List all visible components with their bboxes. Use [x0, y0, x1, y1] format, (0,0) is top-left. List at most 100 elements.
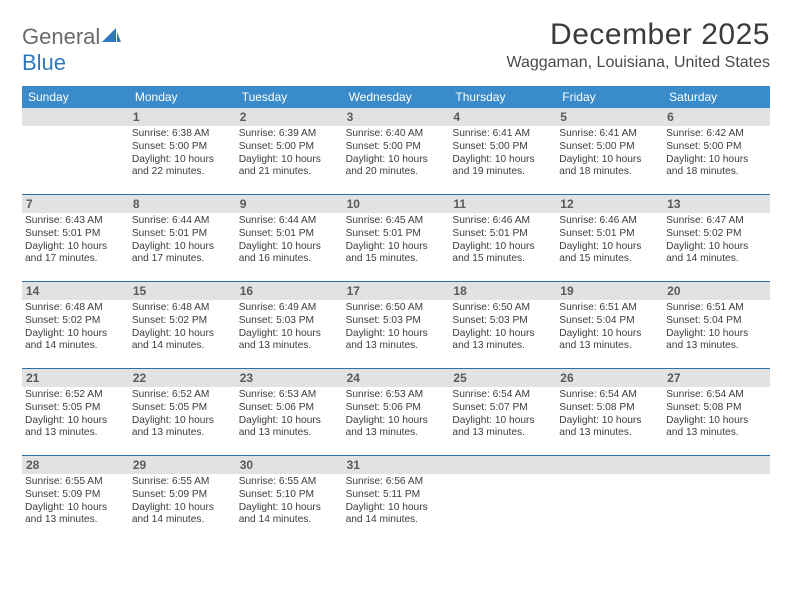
day-number: 12 [556, 195, 663, 213]
sunrise-text: Sunrise: 6:52 AM [132, 389, 233, 402]
daylight-text: Daylight: 10 hours and 13 minutes. [25, 502, 126, 528]
brand-logo: General Blue [22, 18, 122, 76]
daylight-text: Daylight: 10 hours and 16 minutes. [239, 241, 340, 267]
day-details: Sunrise: 6:41 AMSunset: 5:00 PMDaylight:… [556, 126, 663, 182]
day-cell: 25Sunrise: 6:54 AMSunset: 5:07 PMDayligh… [449, 369, 556, 455]
daylight-text: Daylight: 10 hours and 13 minutes. [452, 415, 553, 441]
sunset-text: Sunset: 5:04 PM [559, 315, 660, 328]
day-number: 22 [129, 369, 236, 387]
calendar-page: General Blue December 2025 Waggaman, Lou… [0, 0, 792, 542]
day-number: 9 [236, 195, 343, 213]
day-details: Sunrise: 6:50 AMSunset: 5:03 PMDaylight:… [343, 300, 450, 356]
day-details: Sunrise: 6:52 AMSunset: 5:05 PMDaylight:… [129, 387, 236, 443]
daylight-text: Daylight: 10 hours and 13 minutes. [239, 328, 340, 354]
daylight-text: Daylight: 10 hours and 14 minutes. [25, 328, 126, 354]
day-cell: 23Sunrise: 6:53 AMSunset: 5:06 PMDayligh… [236, 369, 343, 455]
day-number: 4 [449, 108, 556, 126]
sunrise-text: Sunrise: 6:39 AM [239, 128, 340, 141]
day-cell: 5Sunrise: 6:41 AMSunset: 5:00 PMDaylight… [556, 108, 663, 194]
daylight-text: Daylight: 10 hours and 14 minutes. [666, 241, 767, 267]
weekday-tuesday: Tuesday [236, 86, 343, 108]
day-number: 27 [663, 369, 770, 387]
day-details: Sunrise: 6:51 AMSunset: 5:04 PMDaylight:… [556, 300, 663, 356]
sunrise-text: Sunrise: 6:53 AM [239, 389, 340, 402]
sunset-text: Sunset: 5:01 PM [132, 228, 233, 241]
day-details: Sunrise: 6:40 AMSunset: 5:00 PMDaylight:… [343, 126, 450, 182]
day-number: 6 [663, 108, 770, 126]
sunset-text: Sunset: 5:07 PM [452, 402, 553, 415]
daylight-text: Daylight: 10 hours and 13 minutes. [132, 415, 233, 441]
sunset-text: Sunset: 5:11 PM [346, 489, 447, 502]
day-number: 29 [129, 456, 236, 474]
empty-cell [449, 456, 556, 542]
daylight-text: Daylight: 10 hours and 18 minutes. [666, 154, 767, 180]
day-cell: 12Sunrise: 6:46 AMSunset: 5:01 PMDayligh… [556, 195, 663, 281]
day-number: 17 [343, 282, 450, 300]
day-cell: 30Sunrise: 6:55 AMSunset: 5:10 PMDayligh… [236, 456, 343, 542]
day-number: 7 [22, 195, 129, 213]
daylight-text: Daylight: 10 hours and 13 minutes. [346, 415, 447, 441]
sunrise-text: Sunrise: 6:44 AM [132, 215, 233, 228]
day-cell: 14Sunrise: 6:48 AMSunset: 5:02 PMDayligh… [22, 282, 129, 368]
day-cell: 28Sunrise: 6:55 AMSunset: 5:09 PMDayligh… [22, 456, 129, 542]
day-details: Sunrise: 6:42 AMSunset: 5:00 PMDaylight:… [663, 126, 770, 182]
daylight-text: Daylight: 10 hours and 22 minutes. [132, 154, 233, 180]
day-cell: 1Sunrise: 6:38 AMSunset: 5:00 PMDaylight… [129, 108, 236, 194]
sunrise-text: Sunrise: 6:55 AM [239, 476, 340, 489]
sunset-text: Sunset: 5:03 PM [452, 315, 553, 328]
day-number: 14 [22, 282, 129, 300]
day-cell: 16Sunrise: 6:49 AMSunset: 5:03 PMDayligh… [236, 282, 343, 368]
day-cell: 31Sunrise: 6:56 AMSunset: 5:11 PMDayligh… [343, 456, 450, 542]
day-number [22, 108, 129, 126]
location-text: Waggaman, Louisiana, United States [506, 54, 770, 72]
sunset-text: Sunset: 5:00 PM [132, 141, 233, 154]
sunrise-text: Sunrise: 6:49 AM [239, 302, 340, 315]
day-details [22, 126, 129, 131]
title-block: December 2025 Waggaman, Louisiana, Unite… [506, 18, 770, 72]
day-number: 10 [343, 195, 450, 213]
day-number: 2 [236, 108, 343, 126]
sunset-text: Sunset: 5:01 PM [559, 228, 660, 241]
sunrise-text: Sunrise: 6:46 AM [452, 215, 553, 228]
day-details: Sunrise: 6:48 AMSunset: 5:02 PMDaylight:… [22, 300, 129, 356]
day-number: 11 [449, 195, 556, 213]
sunrise-text: Sunrise: 6:52 AM [25, 389, 126, 402]
day-cell: 10Sunrise: 6:45 AMSunset: 5:01 PMDayligh… [343, 195, 450, 281]
week-row: 7Sunrise: 6:43 AMSunset: 5:01 PMDaylight… [22, 195, 770, 282]
sunrise-text: Sunrise: 6:46 AM [559, 215, 660, 228]
daylight-text: Daylight: 10 hours and 14 minutes. [346, 502, 447, 528]
day-details: Sunrise: 6:50 AMSunset: 5:03 PMDaylight:… [449, 300, 556, 356]
sunrise-text: Sunrise: 6:41 AM [452, 128, 553, 141]
sunset-text: Sunset: 5:10 PM [239, 489, 340, 502]
sunset-text: Sunset: 5:03 PM [239, 315, 340, 328]
day-details: Sunrise: 6:47 AMSunset: 5:02 PMDaylight:… [663, 213, 770, 269]
daylight-text: Daylight: 10 hours and 21 minutes. [239, 154, 340, 180]
sunrise-text: Sunrise: 6:48 AM [132, 302, 233, 315]
day-cell: 7Sunrise: 6:43 AMSunset: 5:01 PMDaylight… [22, 195, 129, 281]
sunset-text: Sunset: 5:00 PM [452, 141, 553, 154]
daylight-text: Daylight: 10 hours and 15 minutes. [452, 241, 553, 267]
day-number: 19 [556, 282, 663, 300]
day-details: Sunrise: 6:48 AMSunset: 5:02 PMDaylight:… [129, 300, 236, 356]
day-details: Sunrise: 6:54 AMSunset: 5:08 PMDaylight:… [556, 387, 663, 443]
sunrise-text: Sunrise: 6:54 AM [452, 389, 553, 402]
sunrise-text: Sunrise: 6:51 AM [666, 302, 767, 315]
daylight-text: Daylight: 10 hours and 17 minutes. [25, 241, 126, 267]
sail-icon [102, 31, 122, 48]
sunset-text: Sunset: 5:00 PM [666, 141, 767, 154]
sunrise-text: Sunrise: 6:42 AM [666, 128, 767, 141]
day-cell: 2Sunrise: 6:39 AMSunset: 5:00 PMDaylight… [236, 108, 343, 194]
sunset-text: Sunset: 5:00 PM [559, 141, 660, 154]
daylight-text: Daylight: 10 hours and 15 minutes. [346, 241, 447, 267]
day-details: Sunrise: 6:44 AMSunset: 5:01 PMDaylight:… [236, 213, 343, 269]
day-number: 13 [663, 195, 770, 213]
day-details: Sunrise: 6:56 AMSunset: 5:11 PMDaylight:… [343, 474, 450, 530]
day-details: Sunrise: 6:55 AMSunset: 5:09 PMDaylight:… [129, 474, 236, 530]
day-details: Sunrise: 6:55 AMSunset: 5:10 PMDaylight:… [236, 474, 343, 530]
logo-text: General Blue [22, 24, 122, 76]
sunrise-text: Sunrise: 6:56 AM [346, 476, 447, 489]
calendar-grid: SundayMondayTuesdayWednesdayThursdayFrid… [22, 86, 770, 542]
sunset-text: Sunset: 5:08 PM [666, 402, 767, 415]
sunset-text: Sunset: 5:09 PM [25, 489, 126, 502]
day-cell: 9Sunrise: 6:44 AMSunset: 5:01 PMDaylight… [236, 195, 343, 281]
